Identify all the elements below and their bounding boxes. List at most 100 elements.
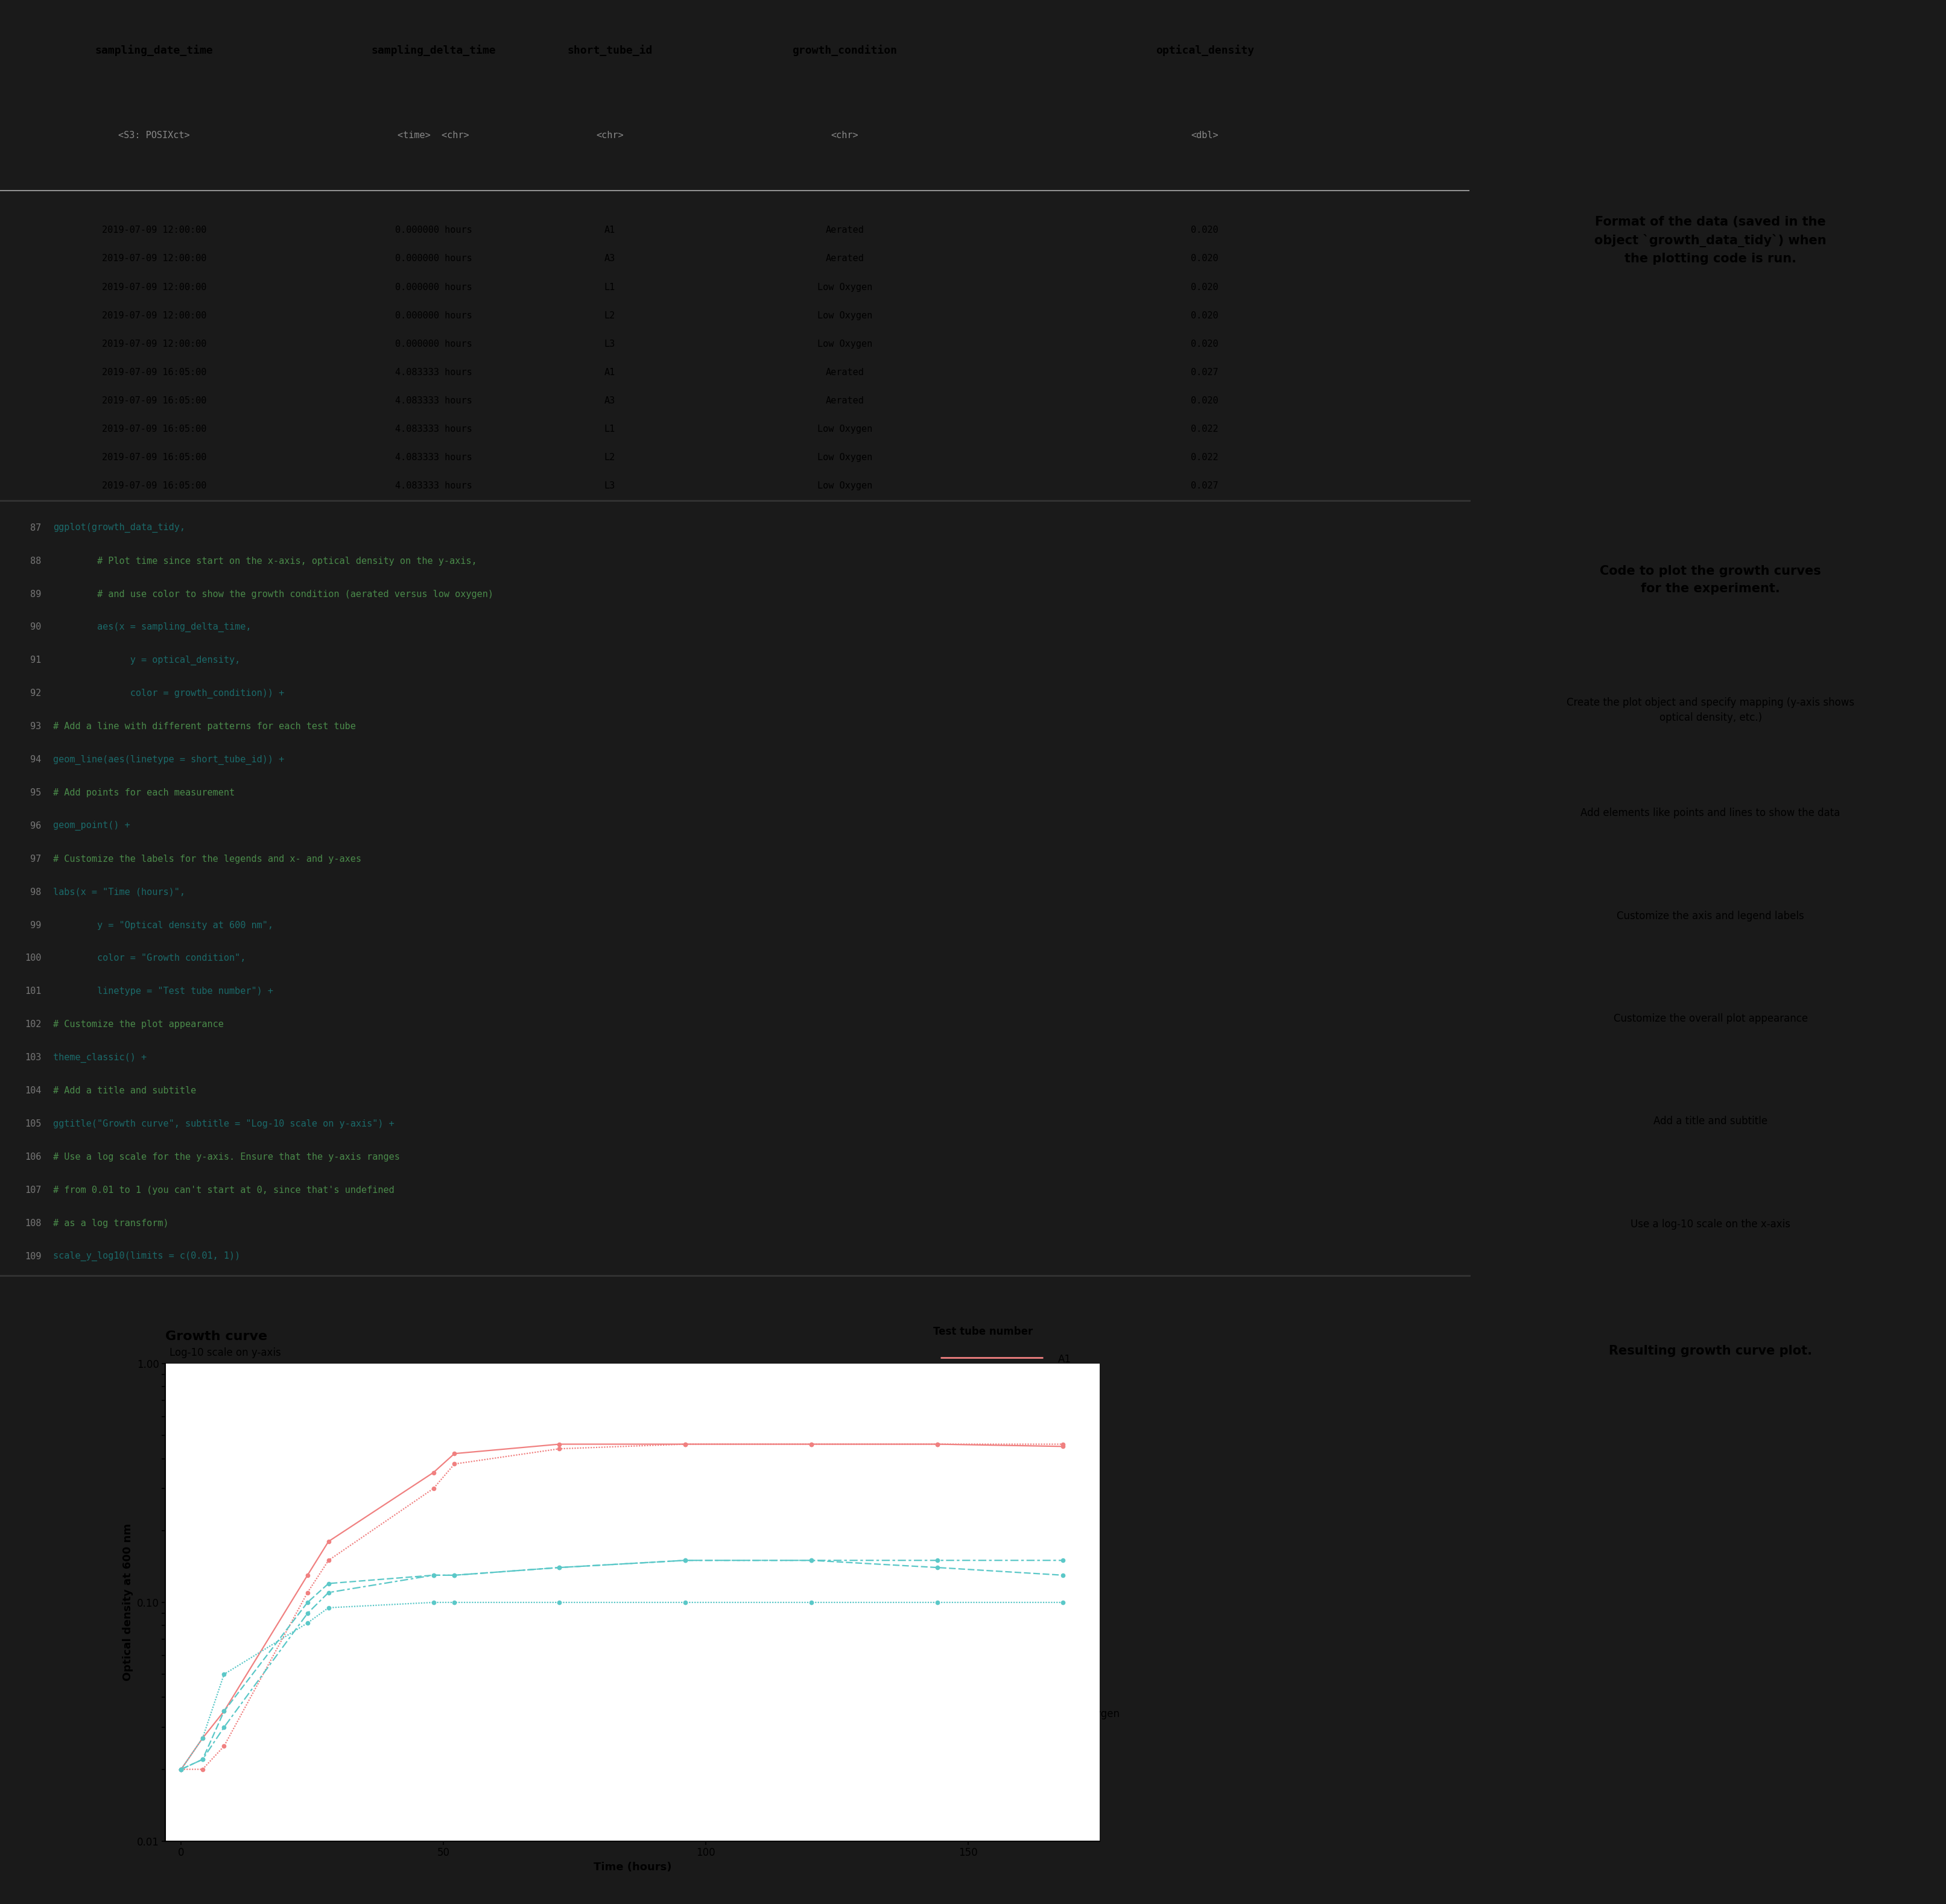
Y-axis label: Optical density at 600 nm: Optical density at 600 nm (123, 1523, 134, 1681)
Text: A3: A3 (603, 255, 615, 263)
Text: 4.083333 hours: 4.083333 hours (395, 396, 473, 406)
Text: # Use a log scale for the y-axis. Ensure that the y-axis ranges: # Use a log scale for the y-axis. Ensure… (53, 1152, 399, 1161)
Text: Add elements like points and lines to show the data: Add elements like points and lines to sh… (1580, 807, 1841, 819)
Text: <S3: POSIXct>: <S3: POSIXct> (119, 131, 191, 139)
Text: 0.020: 0.020 (1191, 282, 1218, 291)
Text: Low Oxygen: Low Oxygen (817, 453, 872, 463)
Text: A1: A1 (1059, 1354, 1070, 1365)
Text: Aerated: Aerated (825, 396, 864, 406)
Text: y = "Optical density at 600 nm",: y = "Optical density at 600 nm", (53, 922, 272, 929)
Text: short_tube_id: short_tube_id (566, 44, 652, 55)
Text: # as a log transform): # as a log transform) (53, 1219, 169, 1228)
Text: 2019-07-09 12:00:00: 2019-07-09 12:00:00 (101, 282, 206, 291)
Text: 4.083333 hours: 4.083333 hours (395, 453, 473, 463)
Text: # and use color to show the growth condition (aerated versus low oxygen): # and use color to show the growth condi… (53, 590, 492, 598)
Text: 108: 108 (25, 1219, 41, 1228)
Text: Low Oxygen: Low Oxygen (1059, 1708, 1119, 1719)
Text: 101: 101 (25, 986, 41, 996)
Text: 0.022: 0.022 (1191, 425, 1218, 434)
Text: 0.000000 hours: 0.000000 hours (395, 282, 473, 291)
Text: geom_point() +: geom_point() + (53, 821, 130, 830)
Text: optical_density: optical_density (1156, 44, 1253, 55)
Text: <dbl>: <dbl> (1191, 131, 1218, 139)
Text: # Add points for each measurement: # Add points for each measurement (53, 788, 235, 798)
Text: 91: 91 (29, 655, 41, 664)
Text: Resulting growth curve plot.: Resulting growth curve plot. (1609, 1344, 1812, 1358)
Text: 4.083333 hours: 4.083333 hours (395, 425, 473, 434)
Text: Customize the axis and legend labels: Customize the axis and legend labels (1617, 910, 1804, 922)
Text: 2019-07-09 16:05:00: 2019-07-09 16:05:00 (101, 425, 206, 434)
Text: 0.027: 0.027 (1191, 482, 1218, 489)
Text: 4.083333 hours: 4.083333 hours (395, 482, 473, 489)
Text: 0.027: 0.027 (1191, 367, 1218, 377)
Text: scale_y_log10(limits = c(0.01, 1)): scale_y_log10(limits = c(0.01, 1)) (53, 1251, 239, 1260)
Text: L1: L1 (1059, 1449, 1070, 1458)
Text: Growth curve: Growth curve (165, 1331, 267, 1342)
Text: Low Oxygen: Low Oxygen (817, 425, 872, 434)
Text: Low Oxygen: Low Oxygen (817, 482, 872, 489)
Text: 2019-07-09 12:00:00: 2019-07-09 12:00:00 (101, 227, 206, 234)
Text: 106: 106 (25, 1152, 41, 1161)
Text: 95: 95 (29, 788, 41, 798)
Text: 90: 90 (29, 623, 41, 632)
Text: 103: 103 (25, 1053, 41, 1062)
Text: Aerated: Aerated (825, 227, 864, 234)
Text: 0.022: 0.022 (1191, 453, 1218, 463)
Text: L3: L3 (603, 482, 615, 489)
Text: Low Oxygen: Low Oxygen (817, 339, 872, 348)
Text: 97: 97 (29, 855, 41, 864)
Text: 0.020: 0.020 (1191, 396, 1218, 406)
X-axis label: Time (hours): Time (hours) (594, 1862, 671, 1872)
Text: 100: 100 (25, 954, 41, 963)
Text: 93: 93 (29, 722, 41, 731)
Text: geom_line(aes(linetype = short_tube_id)) +: geom_line(aes(linetype = short_tube_id))… (53, 754, 284, 765)
Text: A1: A1 (603, 227, 615, 234)
Text: color = growth_condition)) +: color = growth_condition)) + (53, 689, 284, 699)
Text: L2: L2 (603, 310, 615, 320)
Text: Low Oxygen: Low Oxygen (817, 310, 872, 320)
Text: Growth condition: Growth condition (932, 1634, 1031, 1645)
Text: 0.000000 hours: 0.000000 hours (395, 255, 473, 263)
Text: A3: A3 (1059, 1401, 1070, 1411)
Text: sampling_date_time: sampling_date_time (95, 44, 214, 55)
Text: # Add a line with different patterns for each test tube: # Add a line with different patterns for… (53, 722, 356, 731)
Text: ggtitle("Growth curve", subtitle = "Log-10 scale on y-axis") +: ggtitle("Growth curve", subtitle = "Log-… (53, 1120, 395, 1129)
Text: L2: L2 (603, 453, 615, 463)
Text: 89: 89 (29, 590, 41, 598)
Text: # from 0.01 to 1 (you can't start at 0, since that's undefined: # from 0.01 to 1 (you can't start at 0, … (53, 1186, 395, 1194)
Text: 2019-07-09 16:05:00: 2019-07-09 16:05:00 (101, 482, 206, 489)
Text: 0.020: 0.020 (1191, 310, 1218, 320)
Text: theme_classic() +: theme_classic() + (53, 1053, 146, 1062)
Text: <chr>: <chr> (831, 131, 858, 139)
Text: 109: 109 (25, 1251, 41, 1260)
Text: y = optical_density,: y = optical_density, (53, 655, 239, 664)
Text: 107: 107 (25, 1186, 41, 1194)
Text: A1: A1 (603, 367, 615, 377)
Text: Code to plot the growth curves
for the experiment.: Code to plot the growth curves for the e… (1600, 565, 1821, 594)
Text: aes(x = sampling_delta_time,: aes(x = sampling_delta_time, (53, 623, 251, 632)
Text: Low Oxygen: Low Oxygen (817, 282, 872, 291)
Text: Aerated: Aerated (825, 367, 864, 377)
Text: <chr>: <chr> (595, 131, 623, 139)
Text: Use a log-10 scale on the x-axis: Use a log-10 scale on the x-axis (1631, 1219, 1790, 1230)
Text: 2019-07-09 16:05:00: 2019-07-09 16:05:00 (101, 453, 206, 463)
Text: Create the plot object and specify mapping (y-axis shows
optical density, etc.): Create the plot object and specify mappi… (1567, 697, 1855, 724)
Text: ggplot(growth_data_tidy,: ggplot(growth_data_tidy, (53, 524, 185, 533)
Text: 98: 98 (29, 887, 41, 897)
Text: 94: 94 (29, 756, 41, 764)
Text: 96: 96 (29, 821, 41, 830)
Text: 0.000000 hours: 0.000000 hours (395, 339, 473, 348)
Text: 99: 99 (29, 922, 41, 929)
Text: 0.020: 0.020 (1191, 339, 1218, 348)
Text: Test tube number: Test tube number (932, 1325, 1033, 1337)
Text: # Customize the labels for the legends and x- and y-axes: # Customize the labels for the legends a… (53, 855, 362, 864)
Text: 105: 105 (25, 1120, 41, 1129)
Text: 0.000000 hours: 0.000000 hours (395, 310, 473, 320)
Text: L3: L3 (603, 339, 615, 348)
Text: 0.020: 0.020 (1191, 255, 1218, 263)
Text: <time>  <chr>: <time> <chr> (397, 131, 469, 139)
Text: 0.000000 hours: 0.000000 hours (395, 227, 473, 234)
Text: Aerated: Aerated (1059, 1662, 1098, 1672)
Text: growth_condition: growth_condition (792, 44, 897, 55)
Text: Log-10 scale on y-axis: Log-10 scale on y-axis (169, 1346, 280, 1358)
